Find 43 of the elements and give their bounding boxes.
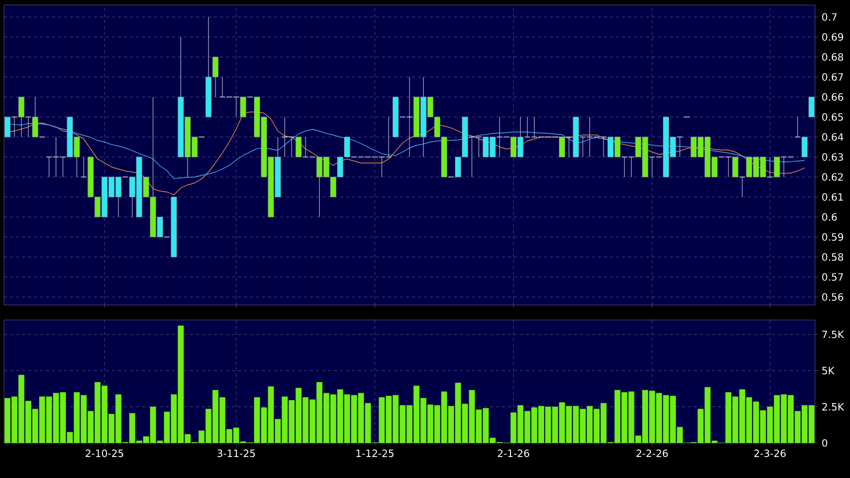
candlestick (559, 136, 565, 158)
y-tick-label: 0.67 (822, 73, 843, 81)
y-tick-label: 0 (822, 439, 828, 447)
y-tick-label: 0.57 (822, 273, 843, 281)
y-tick-label: 0.6 (822, 213, 837, 221)
y-tick-label: 0.58 (822, 253, 844, 261)
candlestick (18, 96, 24, 138)
candlestick (296, 136, 302, 158)
x-tick-label: 3-11-25 (217, 450, 255, 458)
candlestick (739, 176, 746, 198)
y-tick-label: 0.62 (822, 173, 843, 181)
y-tick-label: 7.5K (822, 330, 844, 338)
y-tick-label: 0.59 (822, 233, 844, 241)
candlestick (732, 156, 738, 178)
candlestick (802, 136, 808, 158)
x-tick-label: 2-1-26 (498, 450, 530, 458)
candlestick (4, 116, 10, 138)
candlestick (808, 96, 815, 118)
y-tick-label: 0.65 (822, 113, 843, 121)
candlestick (80, 156, 87, 178)
y-tick-label: 5K (822, 366, 835, 374)
x-tick-label: 1-12-25 (356, 450, 394, 458)
y-tick-label: 0.56 (822, 293, 844, 301)
candlestick (676, 136, 684, 158)
candlestick (766, 156, 774, 178)
y-tick-label: 0.68 (822, 53, 844, 61)
y-tick-label: 0.63 (822, 153, 844, 161)
x-tick-label: 2-2-26 (636, 450, 668, 458)
candlestick (240, 96, 246, 118)
y-tick-label: 0.64 (822, 133, 844, 141)
x-tick-label: 2-10-25 (86, 450, 124, 458)
candlestick (11, 116, 18, 138)
y-tick-label: 0.61 (822, 193, 843, 201)
y-tick-label: 0.69 (822, 33, 844, 41)
y-tick-label: 2.5K (822, 403, 844, 411)
candlestick (566, 136, 572, 158)
y-tick-label: 0.66 (822, 93, 844, 101)
candlestick (794, 116, 801, 138)
candlestick (25, 116, 32, 138)
candlestick (32, 96, 38, 138)
candlestick (774, 156, 780, 178)
x-tick-label: 2-3-26 (754, 450, 786, 458)
y-tick-label: 0.7 (822, 13, 837, 21)
